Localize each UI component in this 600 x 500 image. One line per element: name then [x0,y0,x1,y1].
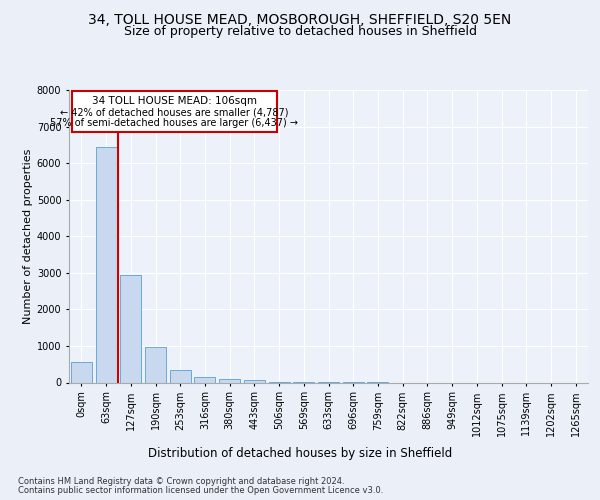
Text: Contains HM Land Registry data © Crown copyright and database right 2024.: Contains HM Land Registry data © Crown c… [18,478,344,486]
Text: 34, TOLL HOUSE MEAD, MOSBOROUGH, SHEFFIELD, S20 5EN: 34, TOLL HOUSE MEAD, MOSBOROUGH, SHEFFIE… [88,12,512,26]
Bar [244,380,265,382]
Bar [71,362,92,382]
Y-axis label: Number of detached properties: Number of detached properties [23,148,32,324]
Text: Contains public sector information licensed under the Open Government Licence v3: Contains public sector information licen… [18,486,383,495]
Text: ← 42% of detached houses are smaller (4,787): ← 42% of detached houses are smaller (4,… [60,108,289,118]
Bar [145,346,166,382]
Bar [219,378,240,382]
FancyBboxPatch shape [71,92,277,132]
Bar [170,370,191,382]
Text: Distribution of detached houses by size in Sheffield: Distribution of detached houses by size … [148,448,452,460]
Bar [194,377,215,382]
Bar [95,146,116,382]
Text: Size of property relative to detached houses in Sheffield: Size of property relative to detached ho… [124,25,476,38]
Text: 34 TOLL HOUSE MEAD: 106sqm: 34 TOLL HOUSE MEAD: 106sqm [92,96,257,106]
Text: 57% of semi-detached houses are larger (6,437) →: 57% of semi-detached houses are larger (… [50,118,298,128]
Bar [120,274,141,382]
